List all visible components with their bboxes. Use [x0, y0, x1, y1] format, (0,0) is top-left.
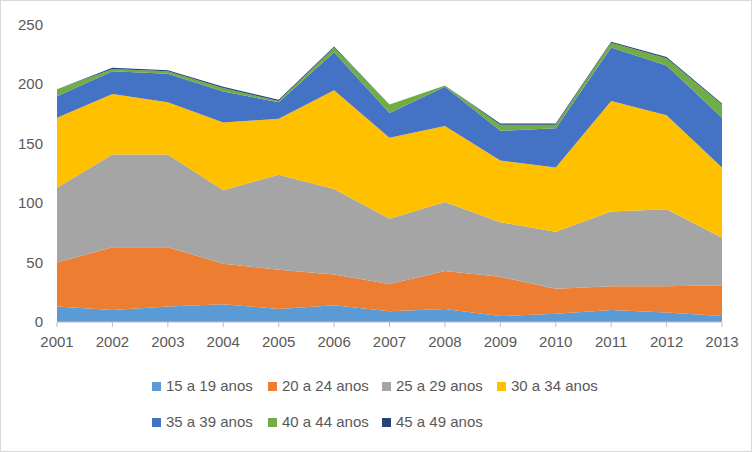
x-tick	[112, 322, 113, 327]
y-tick-label: 0	[35, 313, 43, 330]
x-tick-label: 2012	[650, 333, 683, 350]
y-tick-label: 50	[26, 254, 43, 271]
legend-swatch	[152, 382, 161, 391]
chart-frame	[1, 1, 752, 452]
x-tick-label: 2001	[40, 333, 73, 350]
x-tick	[167, 322, 168, 327]
x-tick	[555, 322, 556, 327]
x-tick	[611, 322, 612, 327]
x-tick-label: 2009	[484, 333, 517, 350]
y-tick-label: 150	[18, 135, 43, 152]
legend-swatch	[382, 382, 391, 391]
legend-label: 30 a 34 anos	[511, 377, 598, 394]
x-tick	[500, 322, 501, 327]
y-tick-label: 200	[18, 75, 43, 92]
y-tick-label: 100	[18, 194, 43, 211]
x-tick	[444, 322, 445, 327]
x-tick	[278, 322, 279, 327]
x-tick	[57, 322, 58, 327]
x-tick-label: 2004	[207, 333, 240, 350]
area	[57, 42, 722, 125]
area	[57, 43, 722, 131]
legend-label: 20 a 24 anos	[282, 377, 369, 394]
x-tick	[389, 322, 390, 327]
legend-swatch	[268, 418, 277, 427]
x-tick-label: 2006	[317, 333, 350, 350]
y-tick-label: 250	[18, 16, 43, 33]
legend-label: 25 a 29 anos	[396, 377, 483, 394]
legend-label: 15 a 19 anos	[166, 377, 253, 394]
x-tick	[666, 322, 667, 327]
x-tick-label: 2011	[595, 333, 627, 350]
areas	[57, 42, 722, 322]
legend-label: 45 a 49 anos	[396, 413, 483, 430]
x-tick-label: 2002	[96, 333, 129, 350]
x-tick	[223, 322, 224, 327]
x-tick-label: 2003	[151, 333, 184, 350]
legend-swatch	[268, 382, 277, 391]
legend-label: 35 a 39 anos	[166, 413, 253, 430]
x-tick-label: 2007	[373, 333, 406, 350]
legend-swatch	[382, 418, 391, 427]
x-tick-label: 2010	[539, 333, 572, 350]
chart: 0 50 100 150 200 250 2001 2002 2003 2004 2005 2006 2…	[0, 0, 752, 452]
legend-label: 40 a 44 anos	[282, 413, 369, 430]
x-tick-label: 2013	[705, 333, 738, 350]
x-tick-label: 2005	[262, 333, 295, 350]
legend-swatch	[497, 382, 506, 391]
x-tick	[334, 322, 335, 327]
legend-swatch	[152, 418, 161, 427]
x-tick-label: 2008	[428, 333, 461, 350]
x-tick	[722, 322, 723, 327]
